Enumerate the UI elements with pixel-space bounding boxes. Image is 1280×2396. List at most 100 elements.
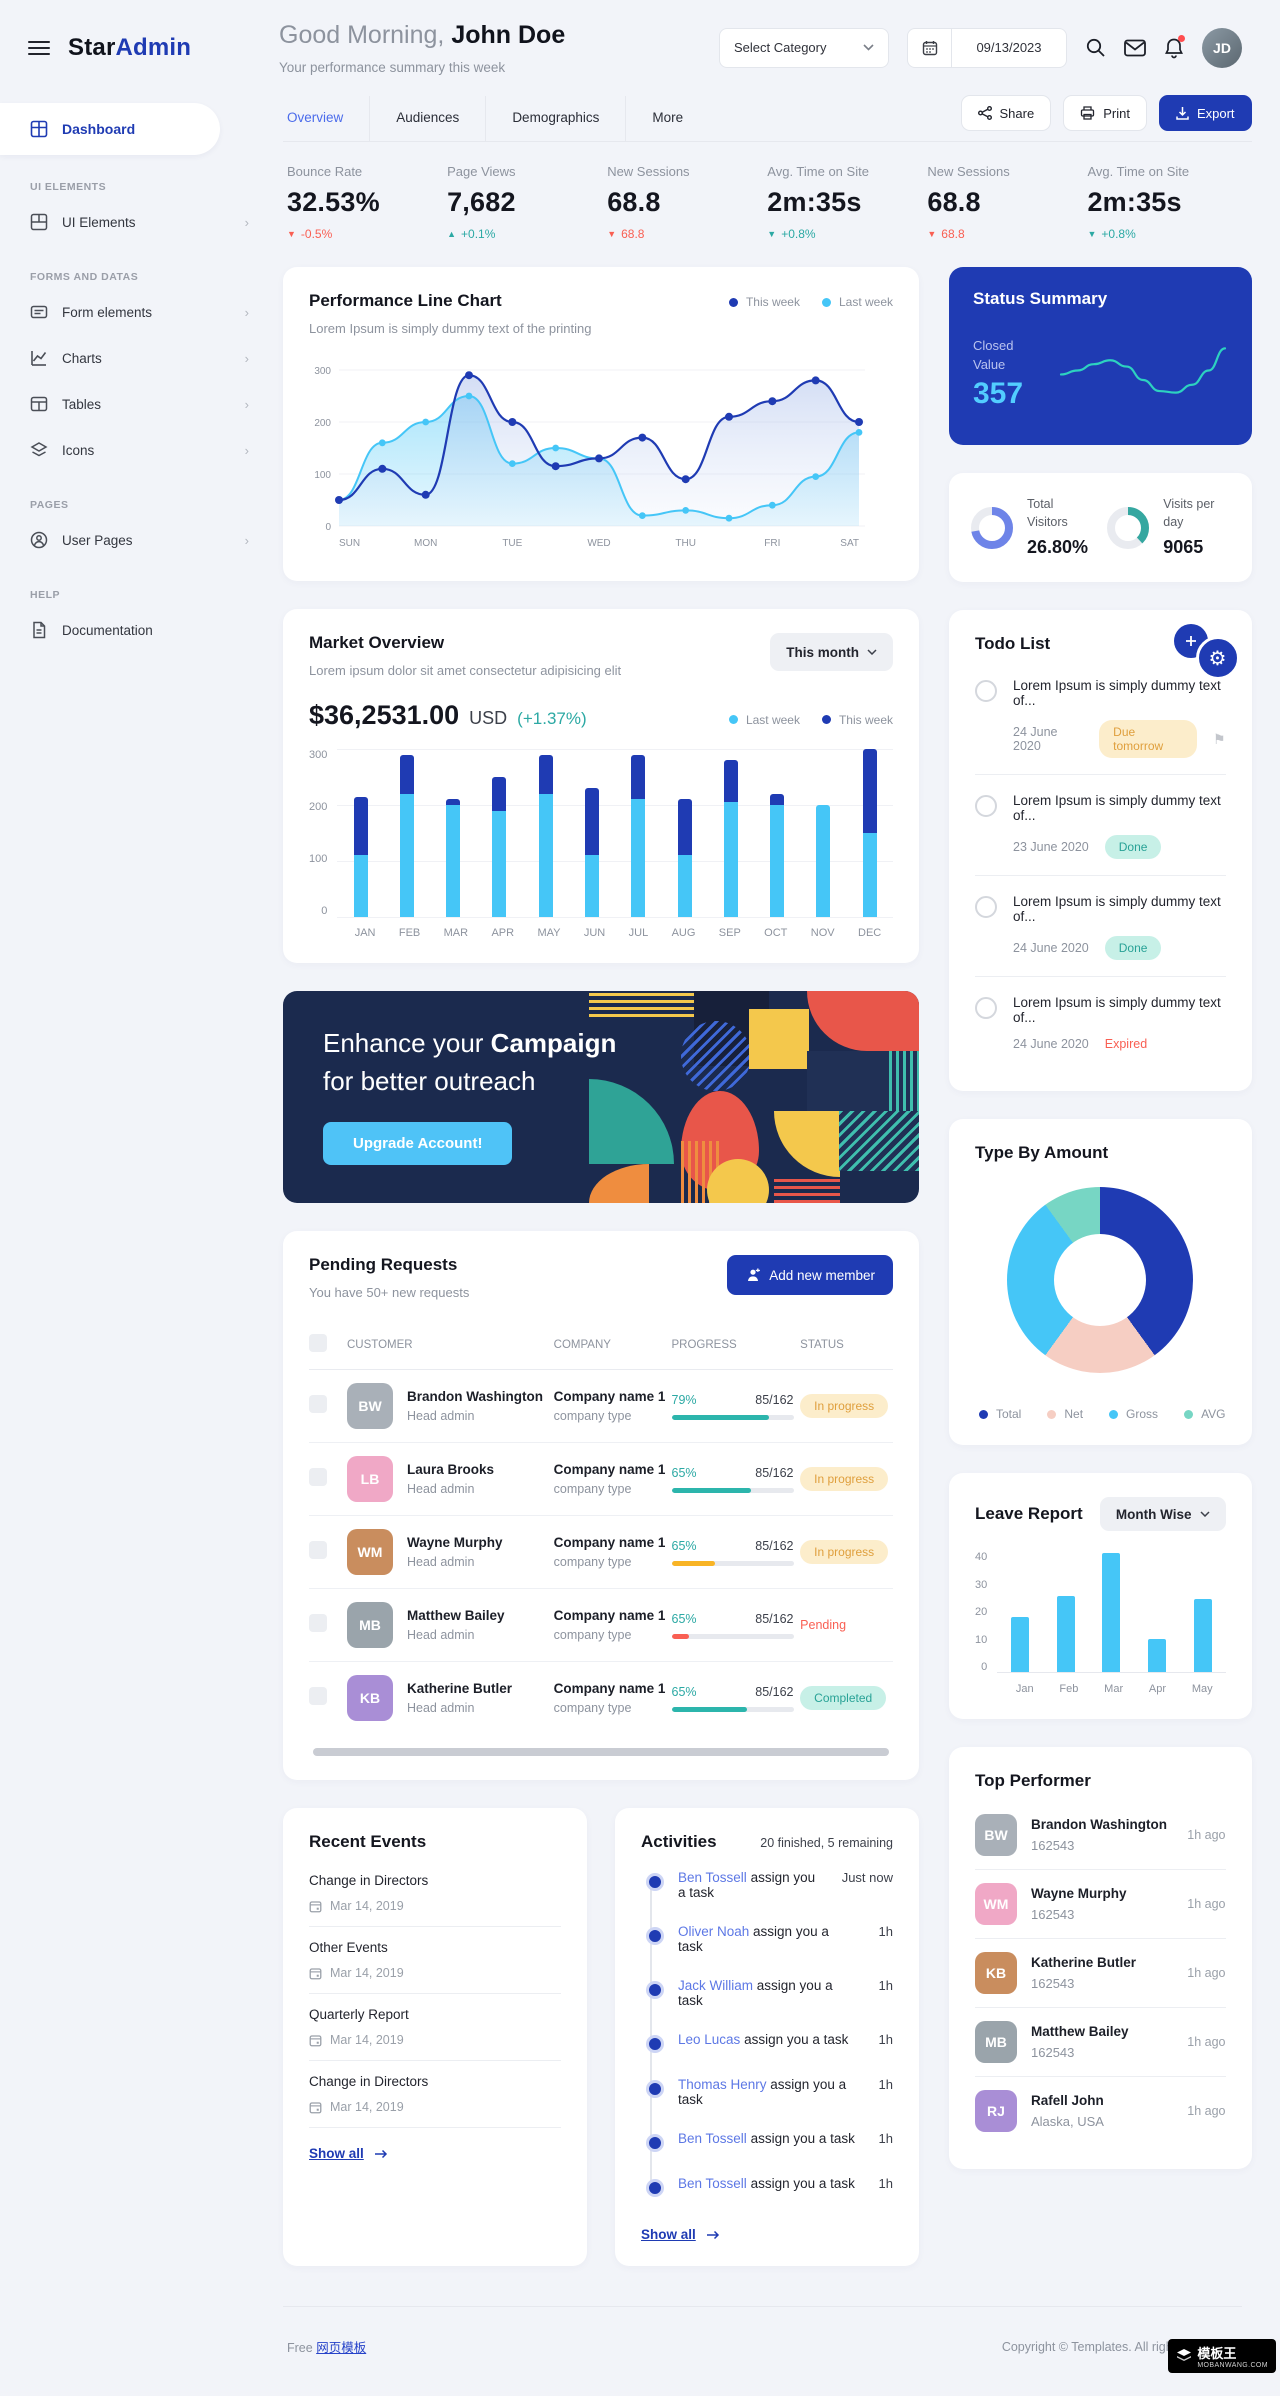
row-checkbox[interactable]: [309, 1686, 327, 1705]
todo-checkbox[interactable]: [975, 896, 997, 919]
tab-overview[interactable]: Overview: [283, 95, 371, 141]
sidebar-item-tables[interactable]: Tables ›: [30, 381, 275, 427]
export-button[interactable]: Export: [1158, 95, 1252, 131]
sidebar-item-icons[interactable]: Icons ›: [30, 427, 275, 473]
svg-text:SUN: SUN: [339, 538, 360, 549]
stat-avg-time-on-site: Avg. Time on Site 2m:35s ▼ +0.8%: [1087, 164, 1247, 241]
sidebar-item-user-pages[interactable]: User Pages ›: [30, 517, 275, 563]
activity-user-link[interactable]: Thomas Henry: [678, 2077, 767, 2092]
brand-logo[interactable]: StarAdmin: [68, 34, 191, 62]
todo-item-date: 24 June 2020: [1013, 941, 1089, 956]
search-button[interactable]: [1085, 37, 1106, 58]
tab-more[interactable]: More: [652, 109, 684, 125]
leave-period-select[interactable]: Month Wise: [1099, 1497, 1226, 1532]
tab-audiences[interactable]: Audiences: [370, 95, 487, 141]
market-overview-card: Market Overview Lorem ipsum dolor sit am…: [283, 609, 919, 963]
todo-checkbox[interactable]: [975, 795, 997, 818]
market-bar-plot: 300 200 100 0: [309, 749, 893, 918]
timeline-dot: [646, 2080, 664, 2098]
top-performer-item: MB Matthew Bailey 162543 1h ago: [975, 2008, 1226, 2078]
bar-segment-last-week: [862, 833, 877, 917]
company-name: Company name 1: [553, 1389, 666, 1404]
bar-may: [538, 754, 553, 917]
progress-ratio: 85/162: [755, 1392, 794, 1407]
customer-role: Head admin: [407, 1482, 475, 1496]
todo-checkbox[interactable]: [975, 997, 997, 1020]
sidebar-item-label: Documentation: [62, 622, 153, 638]
greeting-subtitle: Your performance summary this week: [279, 59, 506, 75]
legend-dot: [1184, 1409, 1194, 1419]
bar-segment-last-week: [677, 855, 692, 917]
activity-user-link[interactable]: Ben Tossell: [678, 1870, 747, 1885]
bar-segment-last-week: [399, 793, 414, 917]
share-button[interactable]: Share: [960, 95, 1052, 131]
sidebar-item-label: Dashboard: [62, 121, 136, 137]
row-checkbox[interactable]: [309, 1394, 327, 1413]
legend-dot: [821, 297, 831, 307]
export-label: Export: [1196, 105, 1235, 121]
activity-user-link[interactable]: Jack William: [678, 1978, 754, 1993]
chevron-down-icon: [867, 649, 877, 655]
sidebar-section: FORMS AND DATAS Form elements › Charts › Tabl…: [0, 271, 275, 473]
activity-user-link[interactable]: Ben Tossell: [678, 2131, 747, 2146]
stat-new-sessions: New Sessions 68.8 ▼ 68.8: [927, 164, 1087, 241]
legend-item-last-week: Last week: [821, 295, 893, 309]
legend-item-this-week: This week: [728, 295, 800, 309]
print-button[interactable]: Print: [1063, 95, 1147, 131]
row-checkbox[interactable]: [309, 1540, 327, 1559]
sidebar-item-form-elements[interactable]: Form elements ›: [30, 289, 275, 335]
activities-show-all-link[interactable]: Show all: [641, 2227, 893, 2242]
date-picker[interactable]: 09/13/2023: [907, 27, 1067, 68]
category-select[interactable]: Select Category: [719, 27, 889, 68]
activity-user-link[interactable]: Leo Lucas: [678, 2032, 741, 2047]
bar-segment-this-week: [538, 754, 553, 794]
brand-secondary: Admin: [115, 33, 192, 61]
sidebar-item-dashboard[interactable]: Dashboard: [0, 103, 220, 155]
status-summary-card: Status Summary Closed Value 357: [949, 267, 1252, 445]
customer-name: Brandon Washington: [407, 1389, 543, 1404]
y-tick-label: 0: [981, 1661, 988, 1674]
tab-demographics[interactable]: Demographics: [486, 95, 627, 141]
gridline: [337, 805, 893, 806]
column-header-company: COMPANY: [553, 1324, 672, 1370]
bar-segment-last-week: [584, 855, 599, 917]
market-period-value: This month: [786, 644, 859, 660]
row-checkbox[interactable]: [309, 1613, 327, 1632]
event-date: Mar 14, 2019: [330, 2033, 404, 2047]
bar-jul: [631, 754, 646, 917]
footer-template-link[interactable]: 网页模板: [316, 2341, 367, 2355]
row-checkbox[interactable]: [309, 1467, 327, 1486]
activity-user-link[interactable]: Ben Tossell: [678, 2176, 747, 2191]
market-bar-chart: 300 200 100 0 JAN FEB MAR APR MAY JUN JUL AUG SEP OCT…: [309, 749, 893, 939]
status-badge: In progress: [800, 1394, 889, 1418]
events-show-all-link[interactable]: Show all: [309, 2146, 561, 2161]
mail-button[interactable]: [1124, 39, 1146, 57]
sidebar-item-charts[interactable]: Charts ›: [30, 335, 275, 381]
bar-segment-last-week: [631, 799, 646, 917]
progress-ratio: 85/162: [755, 1611, 794, 1626]
customer-name: Wayne Murphy: [407, 1535, 503, 1550]
sidebar-item-documentation[interactable]: Documentation: [30, 607, 275, 653]
arrow-down-icon: ▼: [607, 229, 617, 239]
x-tick-label: OCT: [764, 927, 788, 939]
todo-checkbox[interactable]: [975, 680, 997, 703]
y-tick-label: 10: [975, 1633, 988, 1646]
market-title: Market Overview: [309, 633, 445, 652]
sidebar-item-ui-elements[interactable]: UI Elements ›: [30, 199, 275, 245]
activity-user-link[interactable]: Oliver Noah: [678, 1924, 750, 1939]
todo-settings-button[interactable]: ⚙: [1195, 636, 1240, 681]
market-period-select[interactable]: This month: [770, 633, 893, 671]
campaign-shape: [774, 1177, 840, 1203]
bar-mar: [446, 799, 461, 917]
select-all-checkbox[interactable]: [309, 1334, 327, 1352]
add-new-member-button[interactable]: Add new member: [727, 1255, 893, 1295]
todo-status-badge: Due tomorrow: [1099, 720, 1197, 759]
table-horizontal-scrollbar[interactable]: [313, 1748, 889, 1756]
hamburger-menu-icon[interactable]: [28, 37, 50, 59]
todo-item-text: Lorem Ipsum is simply dummy text of...: [1013, 995, 1221, 1026]
notifications-button[interactable]: [1164, 34, 1185, 59]
flag-icon[interactable]: ⚑: [1212, 730, 1226, 747]
footer-left: Free 网页模板: [287, 2341, 367, 2355]
user-avatar[interactable]: JD: [1202, 27, 1242, 68]
upgrade-account-button[interactable]: Upgrade Account!: [323, 1122, 513, 1166]
